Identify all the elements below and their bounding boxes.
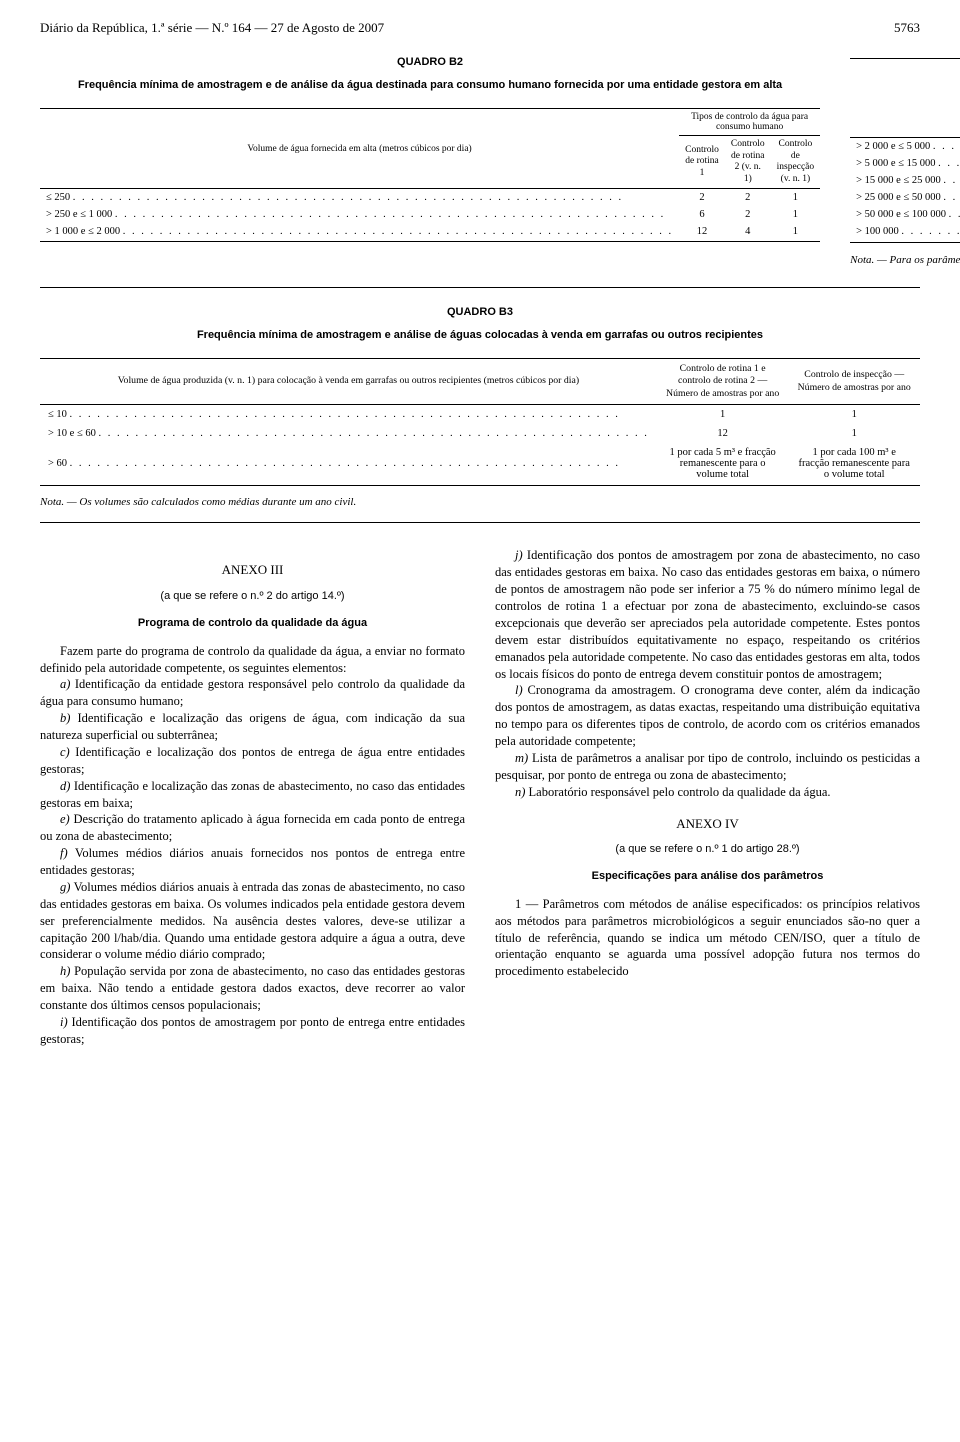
cell: 1 por cada 5 m³ e fracção remanescente p… xyxy=(657,443,789,484)
quadro-b3-title: QUADRO B3 xyxy=(40,306,920,318)
table-row: > 15 000 e ≤ 25 000 72244 xyxy=(850,172,960,189)
list-item: h) População servida por zona de abastec… xyxy=(40,963,465,1014)
cell: 4 xyxy=(725,223,771,240)
anexo4-para: 1 — Parâmetros com métodos de análise es… xyxy=(495,896,920,980)
b2-row-header-r: Volume de água fornecida em alta (metros… xyxy=(850,58,960,138)
list-item: b) Identificação e localização das orige… xyxy=(40,710,465,744)
list-item: c) Identificação e localização dos ponto… xyxy=(40,744,465,778)
section-rule-2 xyxy=(40,522,920,523)
body-col-left: ANEXO III (a que se refere o n.º 2 do ar… xyxy=(40,547,465,1047)
table-row: > 100 000 36510412 xyxy=(850,223,960,240)
page-header: Diário da República, 1.ª série — N.º 164… xyxy=(40,20,920,36)
quadro-b2-table-right: Volume de água fornecida em alta (metros… xyxy=(850,56,960,243)
row-label: ≤ 250 xyxy=(40,188,679,206)
row-label: > 1 000 e ≤ 2 000 xyxy=(40,223,679,240)
list-item: g) Volumes médios diários anuais à entra… xyxy=(40,879,465,963)
row-label: > 25 000 e ≤ 50 000 xyxy=(850,189,960,206)
table-row: ≤ 250 221 xyxy=(40,188,820,206)
row-label: > 10 e ≤ 60 xyxy=(40,424,657,443)
anexo3-intro: Fazem parte do programa de controlo da q… xyxy=(40,643,465,677)
list-item: a) Identificação da entidade gestora res… xyxy=(40,676,465,710)
quadro-b2-subtitle: Frequência mínima de amostragem e de aná… xyxy=(40,78,820,93)
b3-col1: Volume de água produzida (v. n. 1) para … xyxy=(40,359,657,405)
quadro-b2-title: QUADRO B2 xyxy=(40,56,820,68)
list-item: l) Cronograma da amostragem. O cronogram… xyxy=(495,682,920,750)
table-row: > 10 e ≤ 60 121 xyxy=(40,424,920,443)
row-label: > 100 000 xyxy=(850,223,960,240)
row-label: > 5 000 e ≤ 15 000 xyxy=(850,155,960,172)
body-col-right: j) Identificação dos pontos de amostrage… xyxy=(495,547,920,1047)
cell: 1 xyxy=(788,424,920,443)
section-rule xyxy=(40,287,920,288)
cell: 1 xyxy=(657,404,789,424)
list-item: e) Descrição do tratamento aplicado à ág… xyxy=(40,811,465,845)
b2-group-header: Tipos de controlo da água para consumo h… xyxy=(679,109,820,136)
table-row: > 5 000 e ≤ 15 000 2482 xyxy=(850,155,960,172)
row-label: > 250 e ≤ 1 000 xyxy=(40,206,679,223)
b3-col2: Controlo de rotina 1 e controlo de rotin… xyxy=(657,359,789,405)
list-item: i) Identificação dos pontos de amostrage… xyxy=(40,1014,465,1048)
table-row: > 1 000 e ≤ 2 000 1241 xyxy=(40,223,820,240)
b3-col3: Controlo de inspecção — Número de amostr… xyxy=(788,359,920,405)
cell: 1 por cada 100 m³ e fracção remanescente… xyxy=(788,443,920,484)
b2-col-1: Controlo de rotina 1 xyxy=(679,136,725,189)
row-label: > 15 000 e ≤ 25 000 xyxy=(850,172,960,189)
anexo3-title: ANEXO III xyxy=(40,561,465,579)
table-row: > 25 000 e ≤ 50 000 104364 xyxy=(850,189,960,206)
row-label: > 50 000 e ≤ 100 000 xyxy=(850,206,960,223)
cell: 1 xyxy=(771,188,820,206)
table-row: > 60 1 por cada 5 m³ e fracção remanesce… xyxy=(40,443,920,484)
cell: 12 xyxy=(679,223,725,240)
b2-col-2: Controlo de rotina 2 (v. n. 1) xyxy=(725,136,771,189)
cell: 2 xyxy=(725,188,771,206)
list-item: f) Volumes médios diários anuais forneci… xyxy=(40,845,465,879)
b2-row-header: Volume de água fornecida em alta (metros… xyxy=(40,109,679,189)
quadro-b3-subtitle: Frequência mínima de amostragem e anális… xyxy=(40,328,920,343)
table-row: ≤ 10 11 xyxy=(40,404,920,424)
quadro-b3-table: Volume de água produzida (v. n. 1) para … xyxy=(40,357,920,487)
row-label: ≤ 10 xyxy=(40,404,657,424)
anexo4-title: ANEXO IV xyxy=(495,815,920,833)
quadro-b2-nota: Nota. — Para os parâmetros conservativos… xyxy=(850,253,960,267)
anexo4-sub: (a que se refere o n.º 1 do artigo 28.º) xyxy=(495,842,920,857)
row-label: > 60 xyxy=(40,443,657,484)
quadro-b3-nota: Nota. — Os volumes são calculados como m… xyxy=(40,496,920,508)
table-row: > 250 e ≤ 1 000 621 xyxy=(40,206,820,223)
anexo3-bold: Programa de controlo da qualidade da águ… xyxy=(40,616,465,631)
row-label: > 2 000 e ≤ 5 000 xyxy=(850,138,960,156)
cell: 1 xyxy=(771,223,820,240)
cell: 2 xyxy=(679,188,725,206)
cell: 6 xyxy=(679,206,725,223)
table-row: > 50 000 e ≤ 100 000 156526 xyxy=(850,206,960,223)
cell: 12 xyxy=(657,424,789,443)
cell: 1 xyxy=(788,404,920,424)
list-item: n) Laboratório responsável pelo controlo… xyxy=(495,784,920,801)
list-item: m) Lista de parâmetros a analisar por ti… xyxy=(495,750,920,784)
list-item: d) Identificação e localização das zonas… xyxy=(40,778,465,812)
header-left: Diário da República, 1.ª série — N.º 164… xyxy=(40,20,384,36)
cell: 2 xyxy=(725,206,771,223)
anexo4-bold: Especificações para análise dos parâmetr… xyxy=(495,869,920,884)
cell: 1 xyxy=(771,206,820,223)
nota-text: Nota. — Para os parâmetros conservativos… xyxy=(850,254,960,266)
list-item: j) Identificação dos pontos de amostrage… xyxy=(495,547,920,682)
anexo3-sub: (a que se refere o n.º 2 do artigo 14.º) xyxy=(40,589,465,604)
table-row: > 2 000 e ≤ 5 000 1861 xyxy=(850,138,960,156)
b2-col-3: Controlo de inspecção (v. n. 1) xyxy=(771,136,820,189)
header-right: 5763 xyxy=(894,20,920,36)
quadro-b2-table-left: Volume de água fornecida em alta (metros… xyxy=(40,107,820,243)
